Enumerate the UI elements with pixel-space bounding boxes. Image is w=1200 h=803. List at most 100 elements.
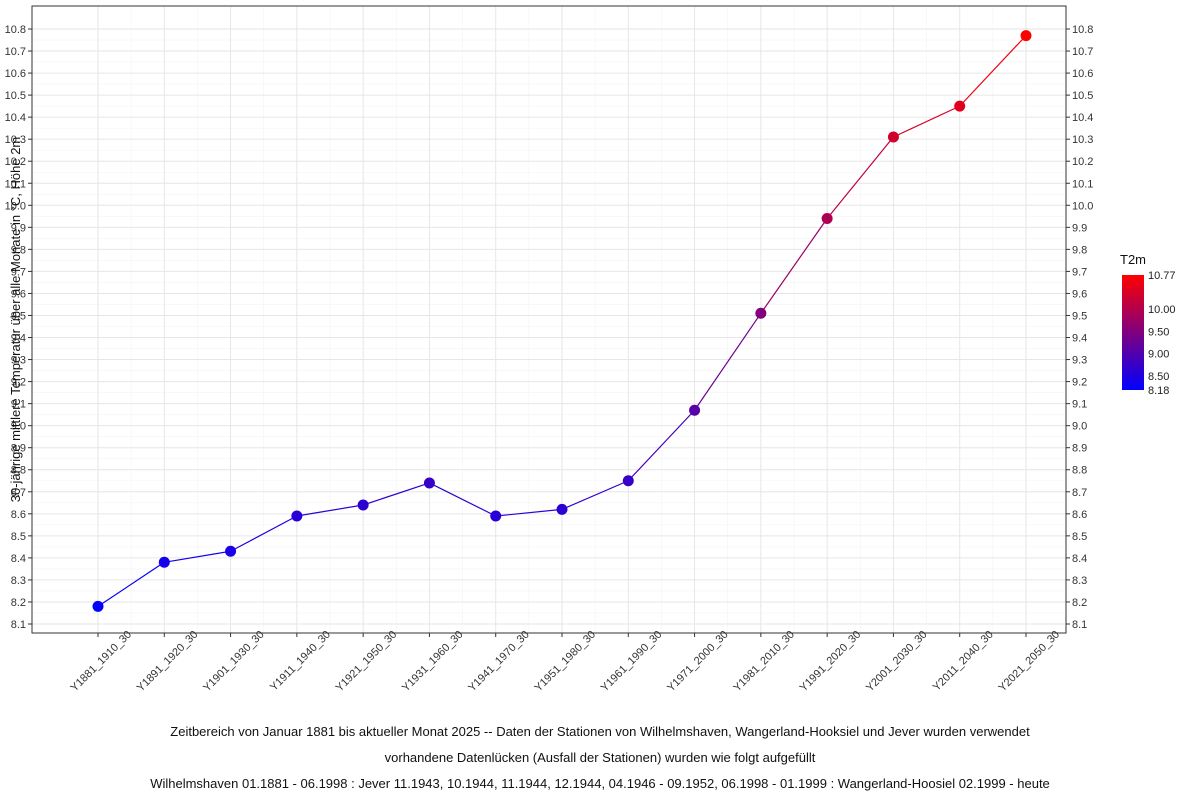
x-tick-label: Y1951_1980_30 xyxy=(533,629,599,695)
data-point xyxy=(887,131,899,143)
legend-label: 10.77 xyxy=(1148,270,1176,282)
y-tick-label-right: 8.4 xyxy=(1072,553,1087,565)
y-tick-label-right: 10.3 xyxy=(1072,134,1093,146)
series-line-segment xyxy=(495,508,563,517)
y-tick-label-left: 10.0 xyxy=(5,200,26,212)
y-tick-label-right: 8.9 xyxy=(1072,443,1087,455)
y-tick-label-left: 9.4 xyxy=(11,333,26,345)
y-tick-label-right: 10.6 xyxy=(1072,68,1093,80)
y-tick-label-right: 10.7 xyxy=(1072,46,1093,58)
x-tick-label: Y1911_1940_30 xyxy=(268,629,333,694)
data-point xyxy=(821,213,833,225)
right-y-axis: 8.1 8.2 8.3 8.4 8.5 8.6 8.7 8.8 8.9 9.0 9.1 9.2 9.3 9… xyxy=(1066,24,1093,631)
series-line-segment xyxy=(561,480,629,510)
y-tick-label-left: 8.5 xyxy=(11,531,26,543)
plot-panel-border xyxy=(31,5,1067,634)
series-line-segment xyxy=(230,515,298,552)
y-tick-label-right: 9.9 xyxy=(1072,222,1087,234)
y-tick-label-right: 8.1 xyxy=(1072,619,1087,631)
y-tick-label-right: 10.1 xyxy=(1072,178,1093,190)
data-point xyxy=(291,510,303,522)
legend-title: T2m xyxy=(1120,252,1146,267)
y-tick-label-left: 10.5 xyxy=(5,90,26,102)
grid-lines xyxy=(32,6,1066,633)
color-legend: T2m 10.77 10.00 9.50 9.00 8.50 8.18 xyxy=(1120,252,1176,397)
y-tick-label-left: 9.8 xyxy=(11,244,26,256)
y-tick-label-left: 8.6 xyxy=(11,509,26,521)
colorbar xyxy=(1122,275,1144,390)
caption-line-3: Wilhelmshaven 01.1881 - 06.1998 : Jever … xyxy=(150,776,1050,791)
y-tick-label-right: 9.5 xyxy=(1072,310,1087,322)
x-tick-label: Y1971_2000_30 xyxy=(665,629,731,695)
series-line-segment xyxy=(362,482,430,506)
x-tick-label: Y1901_1930_30 xyxy=(201,629,267,695)
y-tick-label-left: 9.2 xyxy=(11,377,26,389)
x-tick-label: Y1961_1990_30 xyxy=(599,629,665,695)
data-point xyxy=(357,499,369,511)
y-axis-title: 30-jährige mittlere Temperatur über alle… xyxy=(8,137,23,503)
legend-label: 8.50 xyxy=(1148,371,1169,383)
x-tick-label: Y1981_2010_30 xyxy=(731,629,797,695)
series-line-segment xyxy=(826,136,894,219)
y-tick-label-left: 9.7 xyxy=(11,266,26,278)
data-point xyxy=(954,100,966,112)
y-tick-label-right: 9.0 xyxy=(1072,421,1087,433)
y-tick-label-right: 8.5 xyxy=(1072,531,1087,543)
caption-line-1: Zeitbereich von Januar 1881 bis aktuelle… xyxy=(170,724,1030,739)
series-line-segment xyxy=(429,482,496,517)
y-tick-label-right: 9.2 xyxy=(1072,377,1087,389)
y-tick-label-right: 9.3 xyxy=(1072,355,1087,367)
y-tick-label-right: 8.3 xyxy=(1072,575,1087,587)
x-tick-label: Y1931_1960_30 xyxy=(400,629,466,695)
series-line-segment xyxy=(893,105,960,138)
y-tick-label-right: 10.2 xyxy=(1072,156,1093,168)
x-tick-label: Y2021_2050_30 xyxy=(997,629,1063,695)
y-tick-label-left: 9.5 xyxy=(11,310,26,322)
y-tick-label-left: 8.1 xyxy=(11,619,26,631)
x-axis: Y1881_1910_30 Y1891_1920_30 Y1901_1930_30 Y… xyxy=(69,629,1063,695)
series-line-segment xyxy=(97,561,165,607)
data-point xyxy=(556,503,568,515)
y-tick-label-right: 8.2 xyxy=(1072,597,1087,609)
series-line-segment xyxy=(760,218,828,314)
y-tick-label-left: 10.3 xyxy=(5,134,26,146)
y-tick-label-left: 8.7 xyxy=(11,487,26,499)
y-tick-label-right: 9.6 xyxy=(1072,288,1087,300)
y-tick-label-left: 9.6 xyxy=(11,288,26,300)
x-tick-label: Y1991_2020_30 xyxy=(798,629,864,695)
x-tick-label: Y1941_1970_30 xyxy=(466,629,532,695)
data-point xyxy=(1020,30,1032,42)
y-tick-label-right: 9.1 xyxy=(1072,399,1087,411)
legend-label: 9.50 xyxy=(1148,326,1169,338)
y-tick-label-right: 10.8 xyxy=(1072,24,1093,36)
caption-line-2: vorhandene Datenlücken (Ausfall der Stat… xyxy=(384,750,816,765)
y-tick-label-right: 9.8 xyxy=(1072,244,1087,256)
series-line-segment xyxy=(694,312,762,411)
data-point xyxy=(423,477,435,489)
left-y-axis: 8.1 8.2 8.3 8.4 8.5 8.6 8.7 8.8 8.9 9.0 9.1 9.2 9.3 9… xyxy=(5,24,32,631)
x-tick-label: Y1891_1920_30 xyxy=(135,629,201,695)
data-point xyxy=(622,475,634,487)
y-tick-label-right: 10.0 xyxy=(1072,200,1093,212)
y-tick-label-left: 9.1 xyxy=(11,399,26,411)
y-tick-label-left: 9.3 xyxy=(11,355,26,367)
legend-label: 9.00 xyxy=(1148,349,1169,361)
x-tick-label: Y1881_1910_30 xyxy=(69,629,135,695)
data-point xyxy=(755,307,767,319)
y-tick-label-right: 8.8 xyxy=(1072,465,1087,477)
y-tick-label-right: 8.6 xyxy=(1072,509,1087,521)
y-tick-label-right: 10.5 xyxy=(1072,90,1093,102)
y-tick-label-right: 10.4 xyxy=(1072,112,1093,124)
y-tick-label-left: 9.9 xyxy=(11,222,26,234)
y-tick-label-left: 9.0 xyxy=(11,421,26,433)
y-tick-label-left: 10.8 xyxy=(5,24,26,36)
series-layer xyxy=(92,30,1032,612)
data-point xyxy=(689,404,701,416)
y-tick-label-left: 10.4 xyxy=(5,112,26,124)
y-tick-label-left: 10.2 xyxy=(5,156,26,168)
y-tick-label-left: 8.9 xyxy=(11,443,26,455)
y-tick-label-right: 9.7 xyxy=(1072,266,1087,278)
data-point xyxy=(158,556,170,568)
y-tick-label-right: 8.7 xyxy=(1072,487,1087,499)
